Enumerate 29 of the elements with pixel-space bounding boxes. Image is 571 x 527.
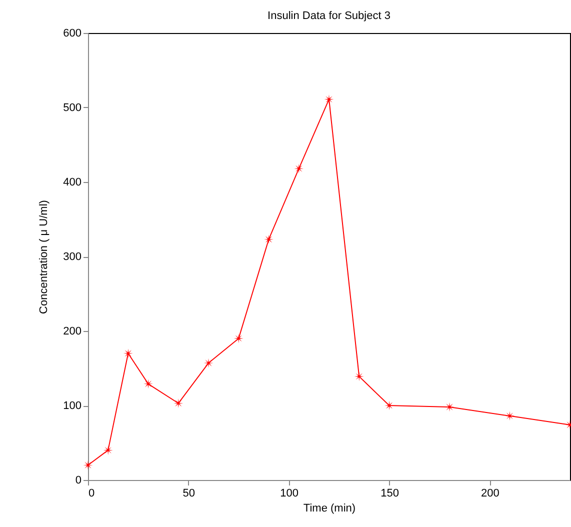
point: [354, 372, 364, 382]
point: [294, 164, 304, 174]
point: [144, 379, 153, 389]
y-axis-title: Concentration ( μ U/ml): [38, 200, 50, 314]
y-tick-label: 100: [63, 400, 82, 412]
y-tick-label: 400: [63, 176, 82, 188]
point: [384, 400, 394, 410]
point: [505, 411, 514, 421]
y-tick-label: 0: [75, 474, 82, 486]
x-tick-label: 0: [88, 488, 95, 500]
point: [123, 348, 133, 358]
y-tick-label: 300: [63, 251, 82, 263]
chart-title: Insulin Data for Subject 3: [268, 10, 390, 22]
point: [234, 334, 244, 344]
y-tick-label: 600: [63, 28, 82, 40]
point: [174, 398, 184, 408]
point: [264, 234, 274, 244]
point: [444, 402, 454, 412]
x-axis-title: Time (min): [303, 502, 356, 514]
x-tick-label: 150: [380, 488, 399, 500]
point: [83, 460, 93, 470]
x-tick-label: 50: [182, 488, 196, 500]
x-tick-label: 100: [280, 488, 299, 500]
point: [103, 445, 113, 455]
y-tick-label: 200: [63, 326, 82, 338]
x-tick-label: 200: [480, 488, 500, 500]
point: [204, 358, 214, 368]
point: [324, 94, 334, 104]
y-tick-label: 500: [63, 102, 82, 114]
